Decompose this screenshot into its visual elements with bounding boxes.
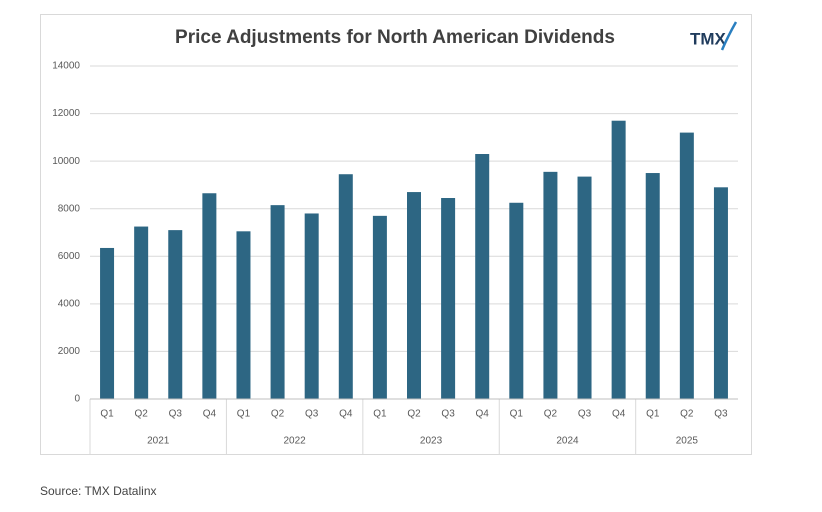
bar: [168, 230, 183, 399]
x-tick-label: Q3: [305, 409, 319, 420]
x-tick-label: Q1: [100, 409, 114, 420]
x-group-label: 2025: [676, 436, 699, 447]
chart: Price Adjustments for North American Div…: [40, 14, 752, 455]
y-tick-label: 6000: [58, 251, 81, 262]
bar: [475, 154, 490, 399]
logo: TMX: [690, 29, 727, 48]
bar: [236, 231, 251, 399]
bar: [372, 215, 387, 399]
source: Source: TMX Datalinx: [40, 484, 157, 498]
y-tick-label: 8000: [58, 203, 81, 214]
bar: [270, 205, 285, 399]
chart-frame: [40, 14, 752, 455]
x-tick-label: Q1: [510, 409, 524, 420]
chart-title: Price Adjustments for North American Div…: [175, 27, 615, 48]
x-tick-label: Q2: [544, 409, 558, 420]
x-group-label: 2022: [284, 436, 307, 447]
y-tick-label: 0: [74, 394, 80, 405]
y-tick-label: 4000: [58, 298, 81, 309]
bar: [645, 173, 660, 399]
x-tick-label: Q2: [680, 409, 694, 420]
bar: [134, 226, 149, 399]
bar: [577, 176, 592, 399]
bar: [543, 171, 558, 399]
x-group-label: 2021: [147, 436, 170, 447]
y-tick-label: 2000: [58, 346, 81, 357]
bar: [100, 247, 115, 399]
y-tick-label: 12000: [52, 108, 80, 119]
bar: [509, 202, 524, 399]
bar: [441, 198, 456, 399]
bar: [304, 213, 319, 399]
bar: [338, 174, 353, 399]
x-tick-label: Q2: [271, 409, 285, 420]
x-group-label: 2024: [556, 436, 579, 447]
x-tick-label: Q3: [441, 409, 455, 420]
y-tick-label: 10000: [52, 156, 80, 167]
x-tick-label: Q1: [373, 409, 387, 420]
x-tick-label: Q3: [169, 409, 183, 420]
bar: [407, 192, 421, 399]
x-tick-label: Q4: [476, 409, 490, 420]
x-tick-label: Q4: [203, 409, 217, 420]
logo-swoosh: [720, 21, 738, 51]
x-tick-label: Q2: [407, 409, 421, 420]
x-tick-label: Q2: [134, 409, 148, 420]
bar: [202, 193, 217, 399]
x-tick-label: Q1: [646, 409, 660, 420]
x-tick-label: Q1: [237, 409, 251, 420]
x-tick-label: Q4: [339, 409, 353, 420]
bar: [713, 187, 728, 399]
bar: [611, 120, 626, 399]
y-tick-label: 14000: [52, 61, 80, 72]
x-tick-label: Q3: [714, 409, 728, 420]
x-tick-label: Q4: [612, 409, 626, 420]
x-tick-label: Q3: [578, 409, 592, 420]
bar: [679, 132, 694, 399]
x-group-label: 2023: [420, 436, 443, 447]
